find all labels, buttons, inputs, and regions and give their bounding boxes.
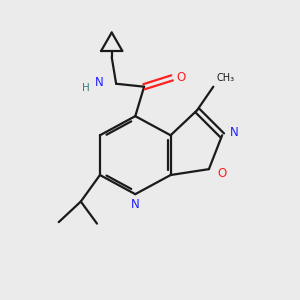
Text: O: O [218, 167, 227, 180]
Text: N: N [95, 76, 104, 89]
Text: N: N [131, 198, 140, 211]
Text: CH₃: CH₃ [217, 74, 235, 83]
Text: N: N [230, 126, 238, 139]
Text: H: H [82, 83, 90, 93]
Text: O: O [176, 71, 185, 84]
